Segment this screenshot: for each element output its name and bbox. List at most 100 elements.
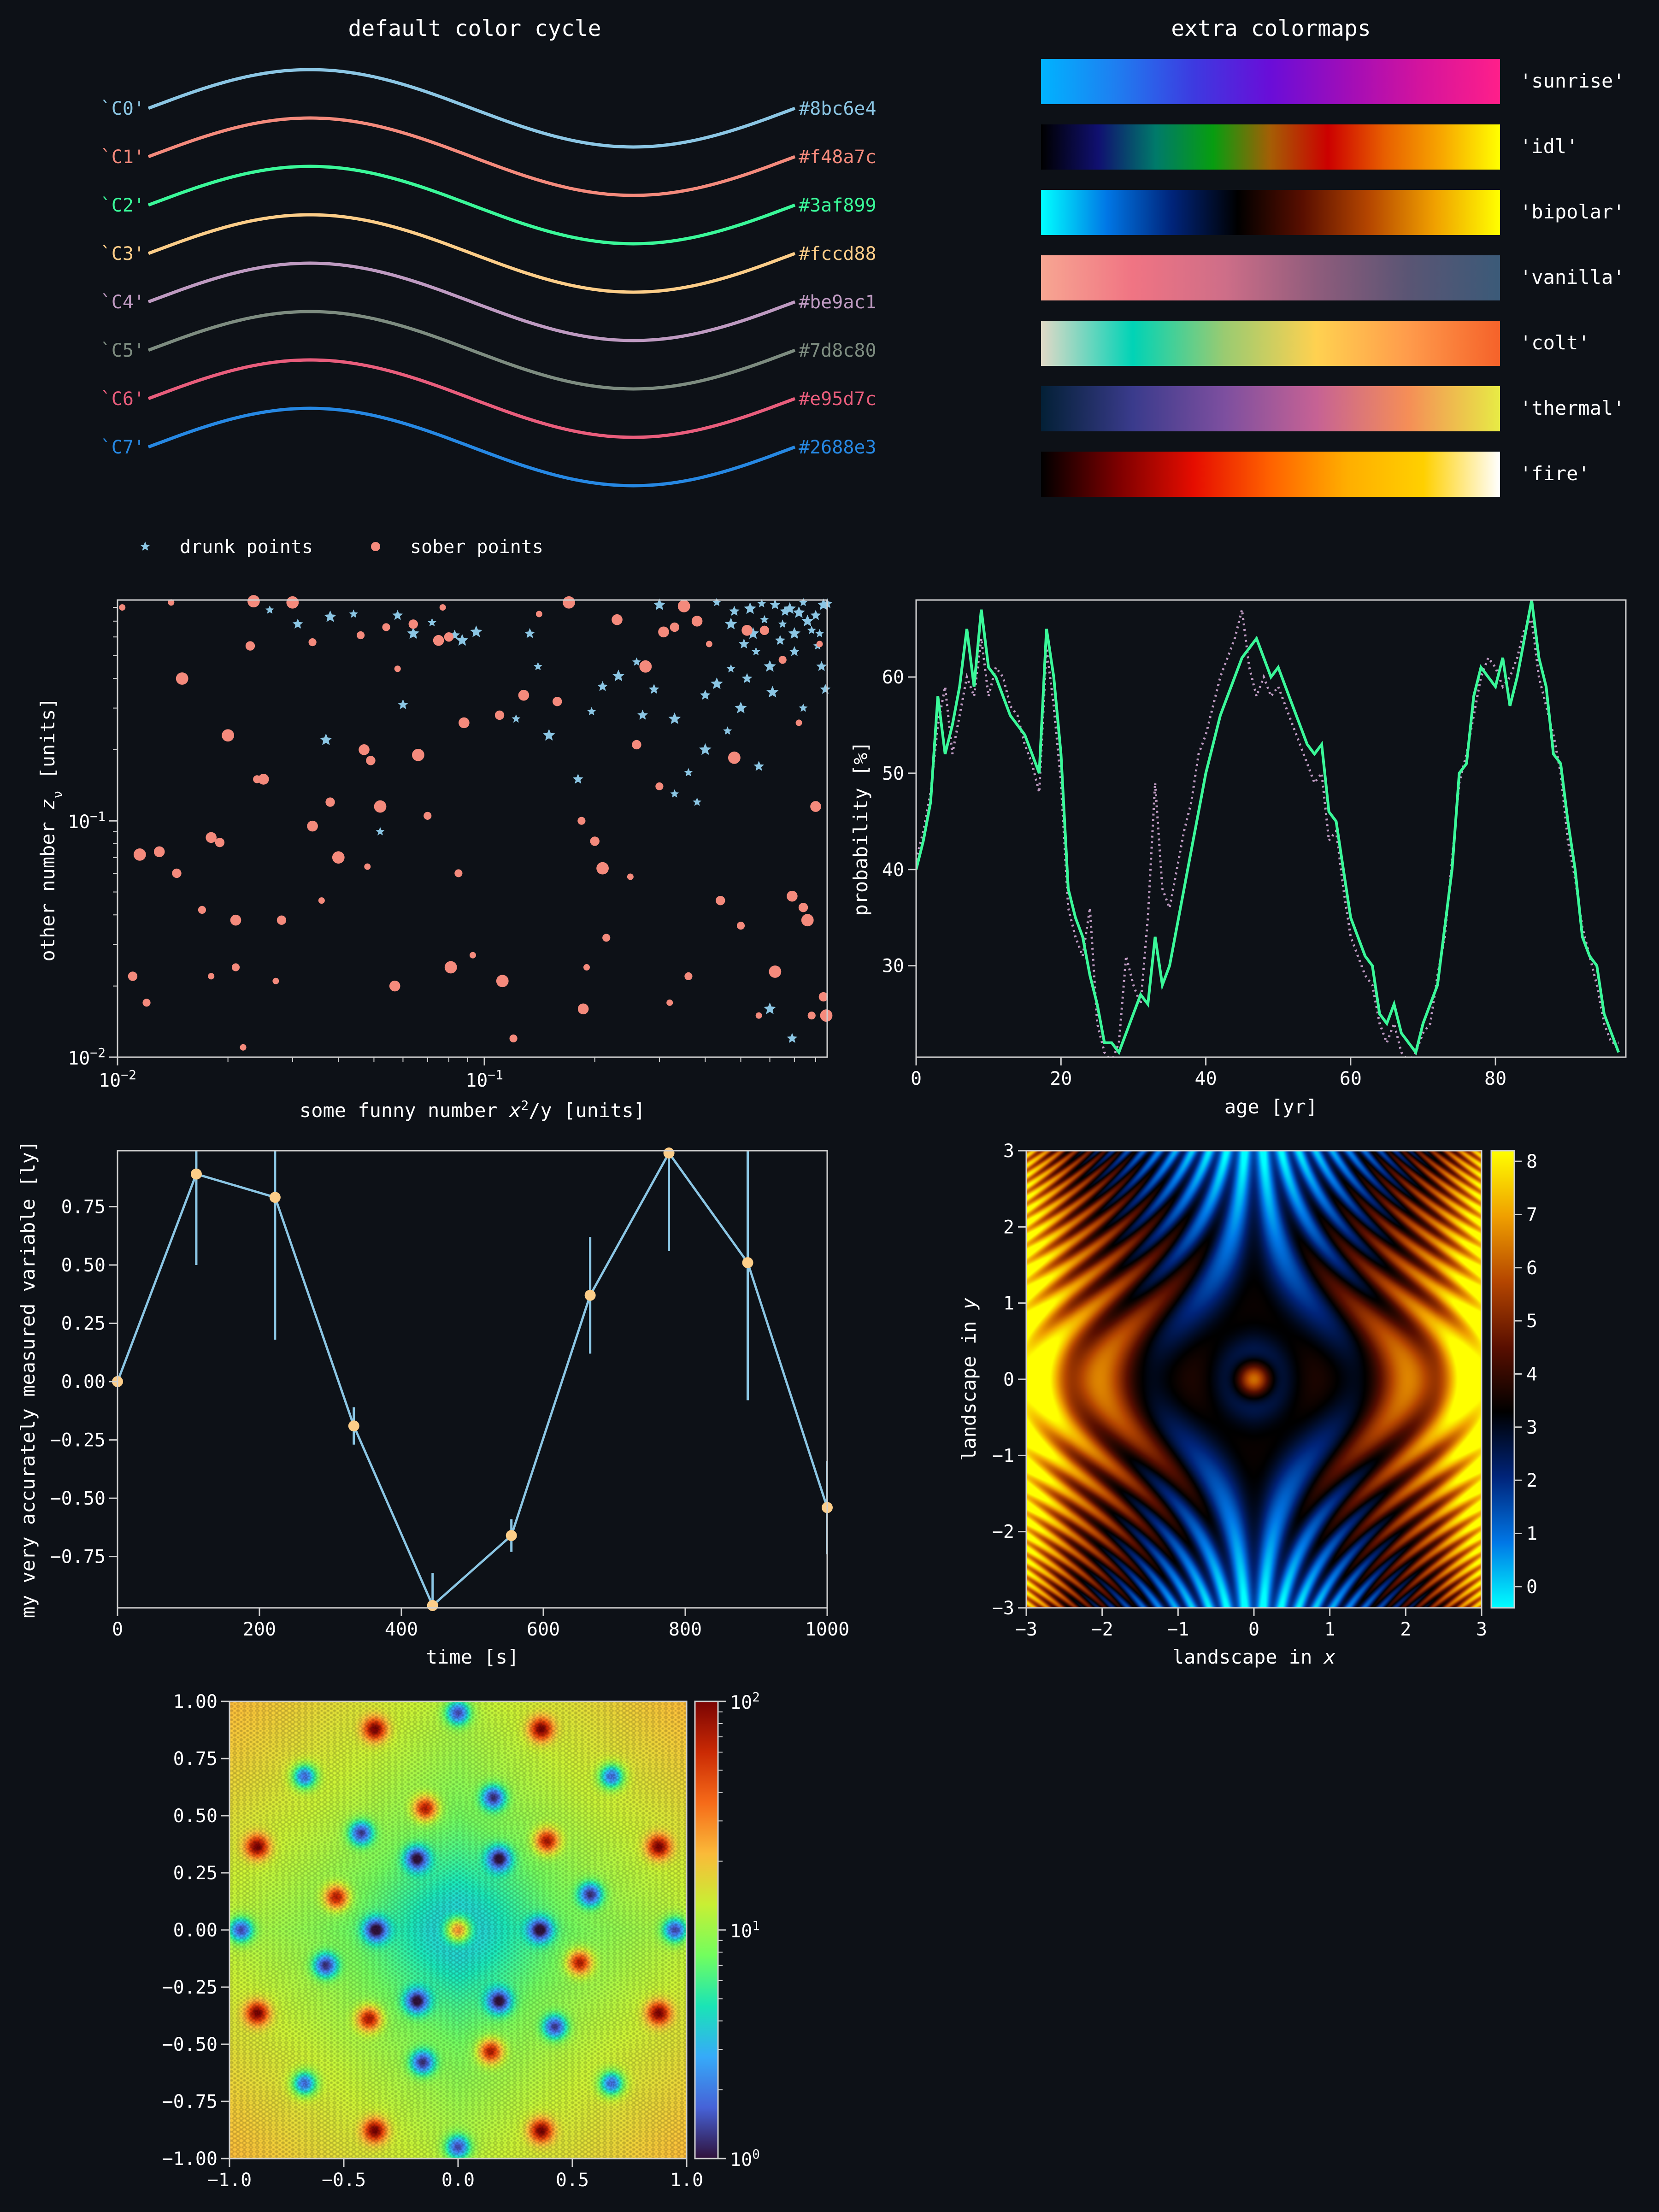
drunk-point xyxy=(648,683,659,694)
drunk-point xyxy=(764,660,776,672)
sober-point xyxy=(655,782,664,790)
y-tick-label: −0.50 xyxy=(50,1488,106,1509)
errorbar-ylabel: my very accurately measured variable [ly… xyxy=(17,1141,39,1618)
sober-point xyxy=(612,614,623,625)
sober-point xyxy=(787,890,798,902)
sober-point xyxy=(176,672,188,685)
sober-point xyxy=(424,812,432,820)
drunk-point xyxy=(407,627,420,639)
colormaps-title: extra colormaps xyxy=(1171,16,1371,41)
cycle-line xyxy=(147,358,796,439)
x-tick-label: 80 xyxy=(1484,1068,1506,1089)
drunk-point xyxy=(684,768,693,777)
errorbar-marker xyxy=(742,1257,753,1268)
y-tick-label: 0.75 xyxy=(61,1196,106,1218)
sober-point xyxy=(208,973,215,980)
colorbar-tick-label: 0 xyxy=(1526,1577,1537,1598)
drunk-point xyxy=(693,797,702,806)
sober-point xyxy=(632,740,641,750)
x-tick-label: 0.5 xyxy=(556,2170,589,2191)
errorbar-marker xyxy=(663,1147,675,1159)
sober-point xyxy=(627,873,634,880)
drunk-point xyxy=(738,638,749,649)
cycle-series-label: `C4' xyxy=(100,292,145,313)
x-tick-label: 40 xyxy=(1194,1068,1217,1089)
colormap-label: 'fire' xyxy=(1520,462,1590,485)
errorbar-panel: 0 200 400 600 800 1000 −0.75 −0.50 −0.25 0.00 0.25… xyxy=(17,1141,849,1668)
sober-point xyxy=(230,914,241,926)
sober-point xyxy=(133,848,146,861)
sober-point xyxy=(684,972,693,981)
drunk-point xyxy=(729,606,740,616)
cycle-series-label: `C3' xyxy=(100,243,145,265)
y-tick-label: −1.00 xyxy=(162,2148,218,2170)
drunk-point xyxy=(392,610,403,620)
x-tick-label: −1.0 xyxy=(207,2170,252,2191)
sober-point xyxy=(810,801,821,812)
sober-point xyxy=(318,897,325,904)
drunk-point xyxy=(597,681,608,691)
sober-point xyxy=(639,660,652,673)
colormap-bars: 'sunrise' 'idl' 'bipolar' 'vanilla' 'colt' 't… xyxy=(1041,59,1625,497)
colormap-label: 'bipolar' xyxy=(1520,200,1625,223)
drunk-point xyxy=(533,662,542,671)
y-tick-label: 0.75 xyxy=(173,1748,218,1770)
drunk-point xyxy=(816,661,827,671)
sober-point xyxy=(206,832,217,843)
sober-point xyxy=(755,1012,762,1019)
probability-ticks: 0 20 40 60 80 30 40 50 60 xyxy=(882,667,1506,1089)
y-tick-label: 0.50 xyxy=(173,1806,218,1827)
x-tick-label: 2 xyxy=(1400,1619,1411,1640)
sober-point xyxy=(168,599,175,606)
sober-point xyxy=(247,595,260,608)
sober-point xyxy=(706,641,712,647)
y-tick-label: −0.25 xyxy=(50,1430,106,1451)
drunk-point xyxy=(265,605,274,614)
probability-xlabel: age [yr] xyxy=(1224,1095,1318,1118)
scatter-ylabel: other number zν [units] xyxy=(36,697,65,961)
y-tick-label: 3 xyxy=(1003,1141,1014,1162)
y-tick-label: −0.50 xyxy=(162,2034,218,2055)
errorbar-marker xyxy=(190,1168,202,1180)
lic-colorbar-ticks: 102 101 100 xyxy=(718,1689,760,2171)
drunk-point xyxy=(801,614,814,627)
y-tick-label: 0.25 xyxy=(61,1313,106,1335)
colorbar-tick-label: 2 xyxy=(1526,1470,1537,1491)
cycle-line xyxy=(147,165,796,246)
legend-marker-sober xyxy=(371,542,380,551)
landscape-colorbar-ticks: 0 1 2 3 4 5 6 7 8 xyxy=(1514,1151,1537,1598)
drunk-point xyxy=(760,615,769,624)
colormap-bar xyxy=(1041,386,1500,431)
sober-point xyxy=(359,744,370,755)
drunk-point xyxy=(724,618,737,629)
drunk-point xyxy=(572,773,583,784)
color-cycle-lines: `C0' #8bc6e4 `C1' #f48a7c `C2' #3af899 `C3' #fc… xyxy=(100,68,877,488)
drunk-point xyxy=(775,635,786,645)
y-tick-label: 1.00 xyxy=(173,1691,218,1712)
sober-point xyxy=(563,596,575,609)
sober-point xyxy=(553,696,562,706)
errorbar-marker xyxy=(427,1600,438,1611)
sober-point xyxy=(518,689,529,701)
cycle-hex-label: #f48a7c xyxy=(799,147,877,168)
cycle-hex-label: #7d8c80 xyxy=(799,340,877,361)
colorbar-tick-label: 1 xyxy=(1526,1524,1537,1545)
sober-point xyxy=(272,977,279,984)
drunk-point xyxy=(699,743,712,755)
colorbar-tick-label: 102 xyxy=(730,1689,760,1714)
drunk-point xyxy=(668,712,681,724)
drunk-point xyxy=(512,714,521,723)
y-tick-label: 2 xyxy=(1003,1217,1014,1238)
x-tick-label: 10−1 xyxy=(465,1067,503,1092)
sober-point xyxy=(222,729,235,742)
colormaps-panel: extra colormaps 'sunrise''idl''bipolar''… xyxy=(1041,16,1625,497)
landscape-heatmap-image xyxy=(1026,1151,1482,1608)
y-tick-label: −3 xyxy=(992,1598,1014,1619)
cycle-series-label: `C5' xyxy=(100,340,145,361)
cycle-line xyxy=(147,261,796,342)
x-tick-label: −1 xyxy=(1167,1619,1189,1640)
sober-point xyxy=(412,748,424,761)
landscape-xlabel: landscape in x xyxy=(1172,1646,1335,1668)
y-tick-label: 0.50 xyxy=(61,1255,106,1276)
y-tick-label: 10−2 xyxy=(68,1045,106,1070)
